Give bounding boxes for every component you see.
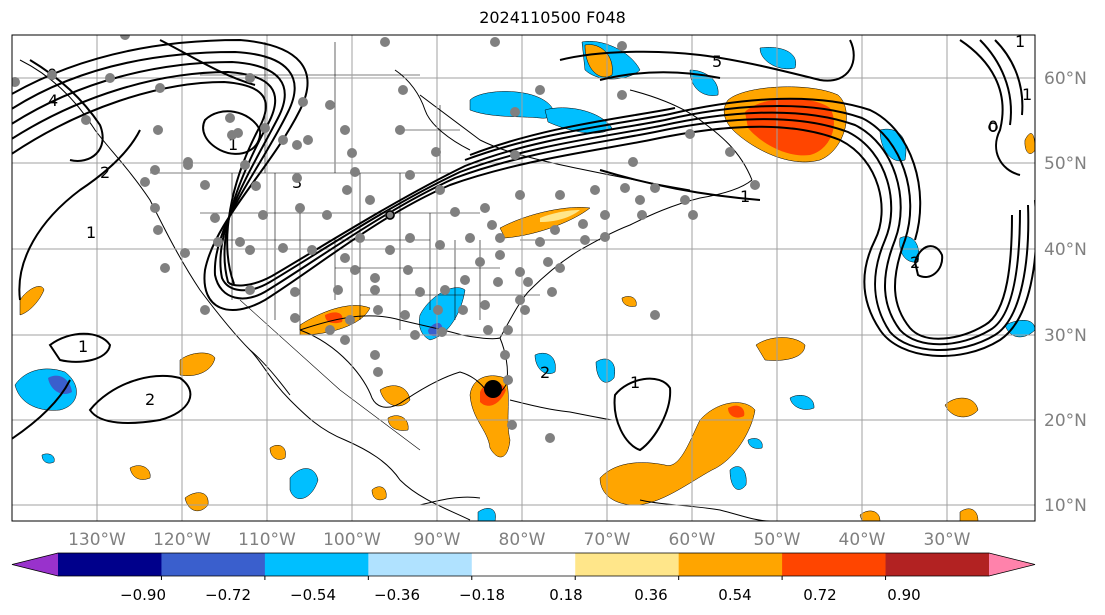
svg-text:50°N: 50°N (1044, 154, 1087, 174)
svg-text:1: 1 (228, 135, 238, 154)
colorbar-segment (575, 553, 680, 576)
svg-text:0.54: 0.54 (718, 586, 751, 604)
svg-text:30°N: 30°N (1044, 326, 1087, 346)
shaded-anomalies (14, 40, 1035, 521)
svg-text:−0.36: −0.36 (374, 586, 420, 604)
colorbar-outline (11, 552, 1036, 577)
contour-lines (12, 38, 1035, 452)
svg-text:0.36: 0.36 (634, 586, 667, 604)
svg-text:2: 2 (145, 390, 155, 409)
small-contour-ring (385, 210, 395, 220)
colorbar-segment (885, 553, 990, 576)
colorbar-segment (264, 553, 369, 576)
colorbar-segment (678, 553, 783, 576)
svg-text:50°W: 50°W (754, 530, 801, 550)
svg-text:40°N: 40°N (1044, 240, 1087, 260)
svg-text:60°N: 60°N (1044, 69, 1087, 89)
colorbar-segment (58, 553, 162, 576)
svg-text:5: 5 (712, 52, 722, 71)
svg-text:2: 2 (540, 363, 550, 382)
svg-text:120°W: 120°W (153, 530, 211, 550)
svg-text:40°W: 40°W (839, 530, 886, 550)
svg-text:10°N: 10°N (1044, 496, 1087, 516)
svg-text:1: 1 (630, 373, 640, 392)
colorbar-segment (782, 553, 887, 576)
colorbar-tick-labels: −0.90 −0.72 −0.54 −0.36 −0.18 0.18 0.36 … (120, 586, 921, 604)
svg-text:70°W: 70°W (584, 530, 631, 550)
svg-text:1: 1 (1015, 32, 1025, 51)
svg-text:0: 0 (988, 117, 998, 136)
svg-text:110°W: 110°W (238, 530, 296, 550)
svg-text:−0.72: −0.72 (205, 586, 251, 604)
small-contour-ring (988, 122, 998, 132)
svg-text:80°W: 80°W (499, 530, 546, 550)
svg-text:90°W: 90°W (414, 530, 461, 550)
colorbar-segment (471, 553, 576, 576)
latitude-labels: 60°N 50°N 40°N 30°N 20°N 10°N (1044, 69, 1087, 516)
map-frame (11, 34, 1036, 522)
svg-text:1: 1 (78, 337, 88, 356)
svg-text:0.18: 0.18 (549, 586, 582, 604)
longitude-labels: 130°W 120°W 110°W 100°W 90°W 80°W 70°W 6… (68, 530, 971, 550)
svg-text:60°W: 60°W (669, 530, 716, 550)
svg-text:1: 1 (740, 187, 750, 206)
svg-text:1: 1 (1022, 85, 1032, 104)
svg-text:−0.90: −0.90 (120, 586, 166, 604)
colorbar-segment (368, 553, 473, 576)
graticule (12, 35, 1035, 521)
svg-text:30°W: 30°W (924, 530, 971, 550)
svg-text:130°W: 130°W (68, 530, 126, 550)
station-markers (12, 35, 760, 443)
colorbar-extend-high (989, 553, 1035, 576)
colorbar-extend-low (12, 553, 58, 576)
svg-text:2: 2 (100, 163, 110, 182)
svg-text:0.90: 0.90 (887, 586, 920, 604)
colorbar-segment (161, 553, 266, 576)
svg-text:−0.18: −0.18 (459, 586, 505, 604)
colorbar (11, 552, 1036, 580)
map-title: 2024110500 F048 (479, 8, 626, 27)
svg-text:100°W: 100°W (323, 530, 381, 550)
svg-text:0.72: 0.72 (803, 586, 836, 604)
storm-center-marker (484, 380, 502, 398)
svg-text:−0.54: −0.54 (290, 586, 336, 604)
svg-text:1: 1 (86, 223, 96, 242)
svg-text:4: 4 (48, 91, 58, 110)
svg-text:20°N: 20°N (1044, 411, 1087, 431)
svg-text:2: 2 (910, 253, 920, 272)
